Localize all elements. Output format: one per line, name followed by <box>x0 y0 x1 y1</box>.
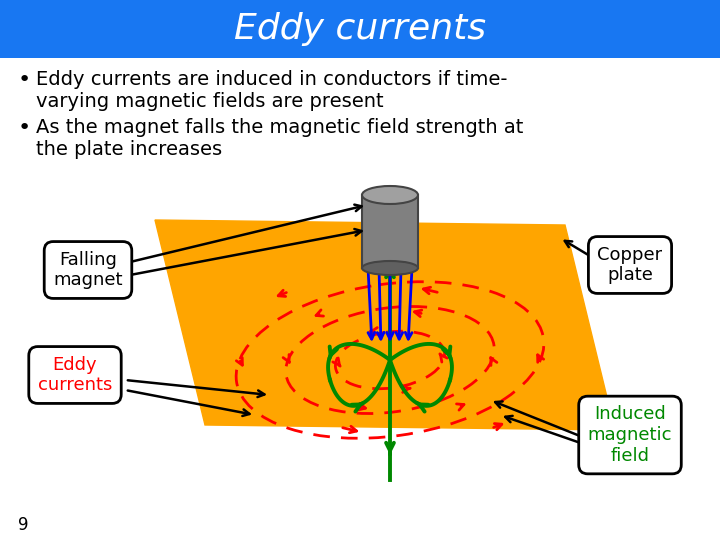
Text: Falling
magnet: Falling magnet <box>53 251 122 289</box>
Text: varying magnetic fields are present: varying magnetic fields are present <box>36 92 384 111</box>
Text: the plate increases: the plate increases <box>36 140 222 159</box>
Text: •: • <box>18 118 31 138</box>
Text: 9: 9 <box>18 516 29 534</box>
Ellipse shape <box>362 261 418 275</box>
Text: As the magnet falls the magnetic field strength at: As the magnet falls the magnetic field s… <box>36 118 523 137</box>
Text: •: • <box>18 70 31 90</box>
Text: Eddy currents are induced in conductors if time-: Eddy currents are induced in conductors … <box>36 70 508 89</box>
Text: Induced
magnetic
field: Induced magnetic field <box>588 405 672 465</box>
Text: Eddy
currents: Eddy currents <box>38 356 112 394</box>
Bar <box>0 0 720 58</box>
Polygon shape <box>155 220 615 430</box>
Bar <box>362 195 418 268</box>
Text: Eddy currents: Eddy currents <box>234 12 486 46</box>
Text: Copper
plate: Copper plate <box>598 246 662 285</box>
Ellipse shape <box>362 186 418 204</box>
